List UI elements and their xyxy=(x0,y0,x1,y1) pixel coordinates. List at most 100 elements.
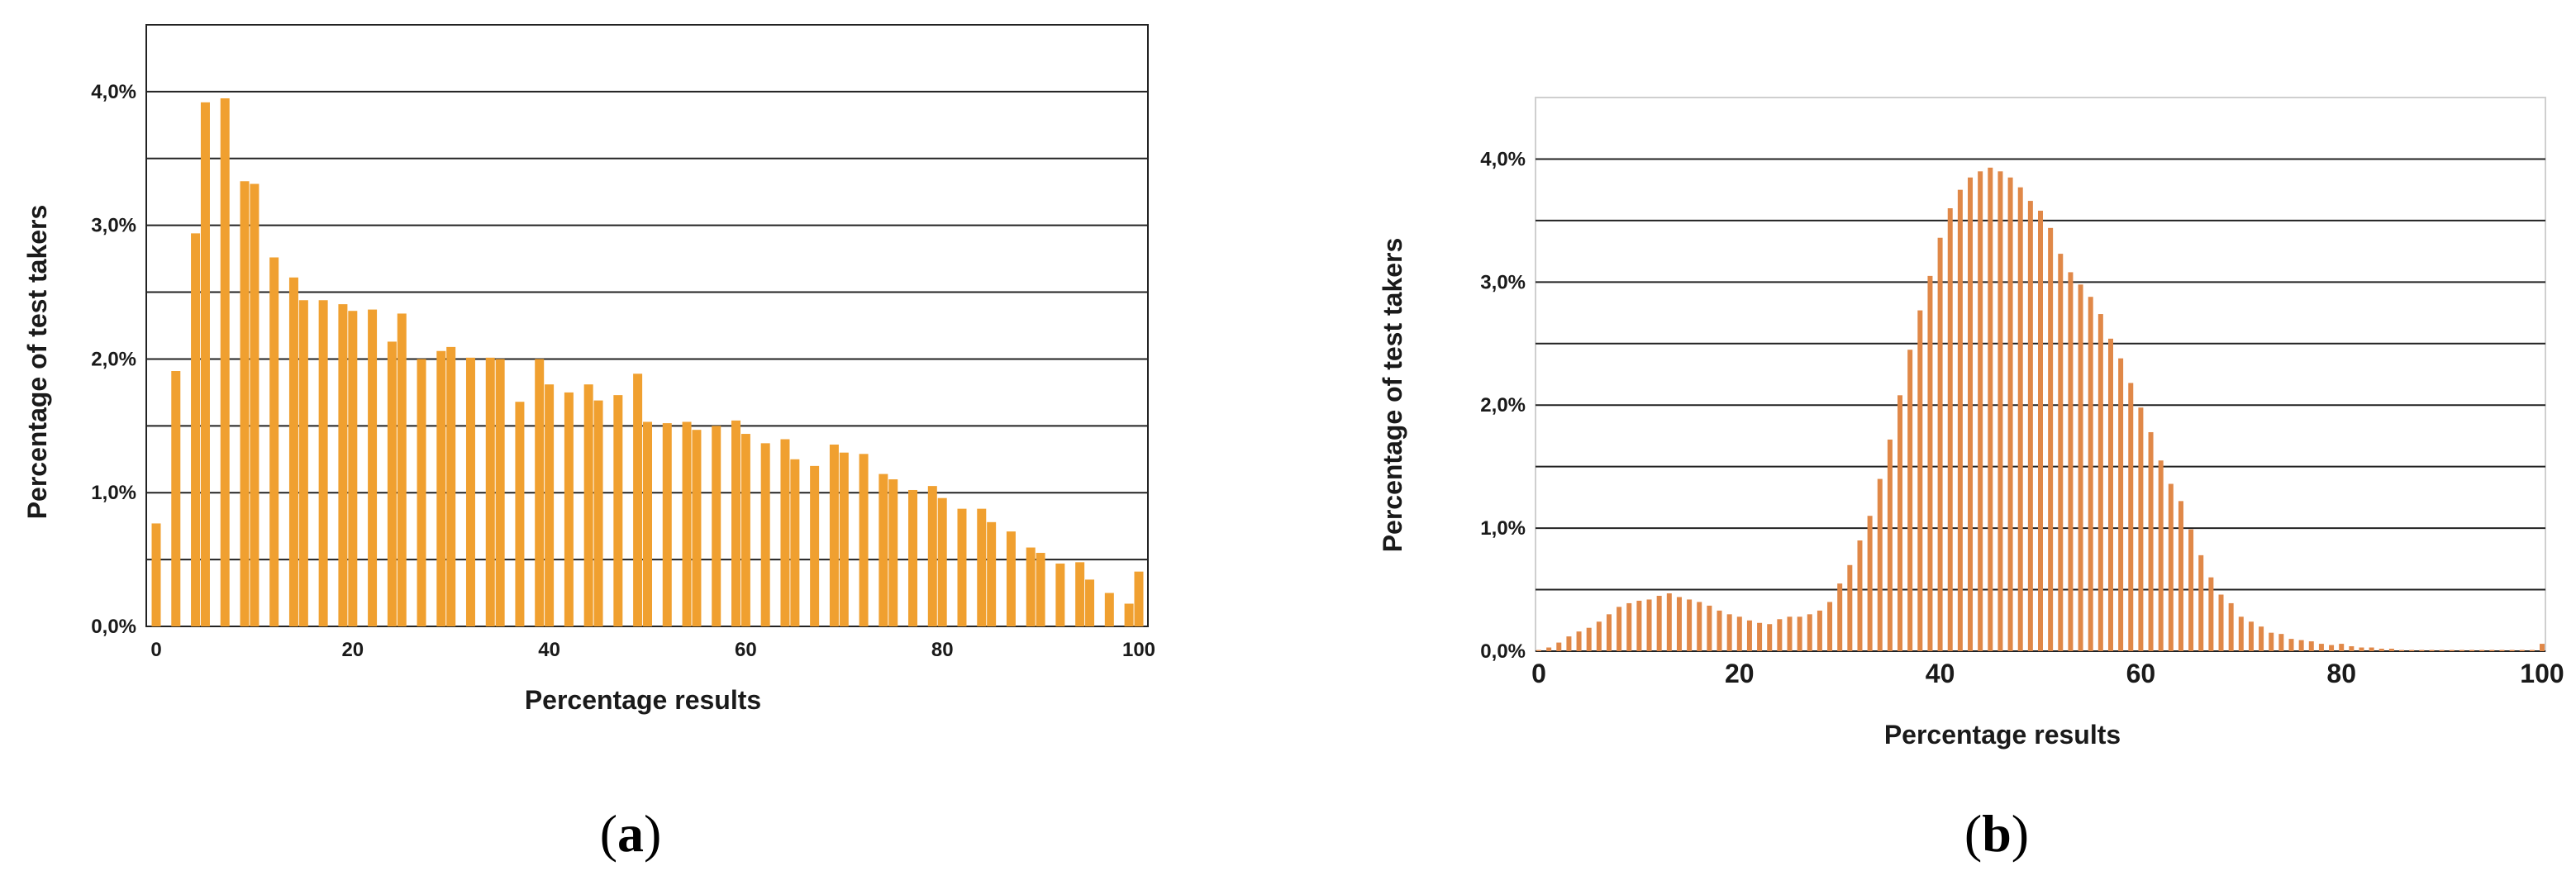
y-tick-label: 2,0% xyxy=(91,348,136,370)
bar xyxy=(1055,563,1065,626)
bar xyxy=(1807,614,1812,651)
bar xyxy=(1687,599,1693,651)
bar xyxy=(1997,171,2003,652)
bar xyxy=(2228,602,2234,651)
x-tick-label: 20 xyxy=(341,639,364,661)
bar xyxy=(1617,607,1622,651)
panel-letter-b: b xyxy=(1982,804,2012,863)
bar xyxy=(888,479,898,626)
bar xyxy=(436,350,446,626)
bar xyxy=(171,371,181,626)
bar xyxy=(368,309,378,626)
bar xyxy=(2269,632,2274,651)
bar xyxy=(1606,614,1612,651)
bar xyxy=(829,444,839,626)
bar xyxy=(240,181,250,626)
bar xyxy=(1656,596,1662,651)
bar xyxy=(2369,647,2374,651)
bar xyxy=(1827,602,1833,651)
bar xyxy=(633,374,643,626)
bar xyxy=(2138,407,2144,651)
bar xyxy=(465,357,475,626)
bar xyxy=(417,359,426,626)
bar xyxy=(288,277,298,626)
bar xyxy=(2429,650,2435,651)
y-axis-title-b: Percentage of test takers xyxy=(1378,238,1407,553)
bar xyxy=(810,465,820,626)
bar xyxy=(1676,597,1682,651)
bar xyxy=(269,257,279,626)
bar xyxy=(712,426,721,626)
bar xyxy=(1957,189,1963,651)
bar xyxy=(2128,383,2134,651)
y-tick-label: 0,0% xyxy=(1480,640,1526,663)
x-tick-label: 20 xyxy=(1725,659,1755,688)
bar xyxy=(987,521,997,626)
y-tick-label: 2,0% xyxy=(1480,394,1526,416)
bar xyxy=(2088,297,2093,651)
bar xyxy=(2409,650,2415,651)
bar xyxy=(2489,650,2495,651)
bars-a xyxy=(151,98,1144,626)
bar xyxy=(1837,583,1843,651)
bar xyxy=(1646,599,1652,651)
bar xyxy=(1897,395,1903,651)
x-tick-label: 100 xyxy=(1122,639,1155,661)
y-tick-labels-a: 0,0% 1,0% 2,0% 3,0% 4,0% xyxy=(91,81,136,638)
bar xyxy=(2419,650,2425,651)
bar xyxy=(790,459,800,626)
bar xyxy=(1566,636,1572,651)
x-tick-label: 60 xyxy=(735,639,757,661)
bar xyxy=(1576,631,1582,651)
chart-panel-b: 0,0% 1,0% 2,0% 3,0% 4,0% 0 20 40 60 80 100 Percen… xyxy=(1378,97,2564,863)
bar xyxy=(1817,610,1822,651)
bar xyxy=(1847,564,1853,651)
bar xyxy=(535,359,545,626)
bar xyxy=(662,423,672,626)
bar xyxy=(1707,605,1712,651)
bar xyxy=(564,392,574,626)
bar xyxy=(2148,431,2154,651)
bar xyxy=(1085,579,1095,626)
bar xyxy=(191,233,201,626)
bar xyxy=(2038,210,2043,651)
bar xyxy=(2349,646,2355,651)
x-tick-labels-a: 0 20 40 60 80 100 xyxy=(150,639,1155,661)
bar xyxy=(2107,338,2113,651)
bar xyxy=(2017,187,2023,651)
bar xyxy=(2378,649,2384,651)
bar xyxy=(2449,650,2455,651)
bar xyxy=(1978,171,1983,652)
bar xyxy=(2078,284,2083,651)
bar xyxy=(2278,634,2284,651)
y-tick-label: 4,0% xyxy=(91,81,136,103)
bar xyxy=(2238,616,2244,651)
panel-caption-b: (b) xyxy=(1964,804,2029,863)
bar xyxy=(1104,593,1114,626)
bar xyxy=(1726,614,1732,651)
bar xyxy=(397,313,407,626)
bar xyxy=(1075,562,1085,626)
x-tick-label: 60 xyxy=(2126,659,2156,688)
bar xyxy=(643,421,652,626)
bar xyxy=(731,420,741,626)
panel-letter-a: a xyxy=(617,804,644,863)
bar xyxy=(1134,571,1144,626)
bar xyxy=(318,300,328,626)
bar xyxy=(1626,602,1632,651)
bar xyxy=(1586,627,1592,651)
bar xyxy=(485,357,495,626)
bar xyxy=(2007,177,2013,651)
y-tick-label: 3,0% xyxy=(1480,271,1526,293)
bar xyxy=(839,452,849,626)
bar xyxy=(937,497,947,626)
bars-b xyxy=(1536,167,2545,652)
bar xyxy=(957,508,967,626)
bar xyxy=(1026,547,1036,626)
chart-panel-a: 0,0% 1,0% 2,0% 3,0% 4,0% 0 20 40 60 80 100 Percen… xyxy=(22,24,1155,863)
bar xyxy=(1877,478,1883,651)
bar xyxy=(2188,529,2194,651)
bar xyxy=(2198,554,2204,651)
x-tick-labels-b: 0 20 40 60 80 100 xyxy=(1531,659,2564,688)
x-tick-label: 40 xyxy=(1926,659,1955,688)
